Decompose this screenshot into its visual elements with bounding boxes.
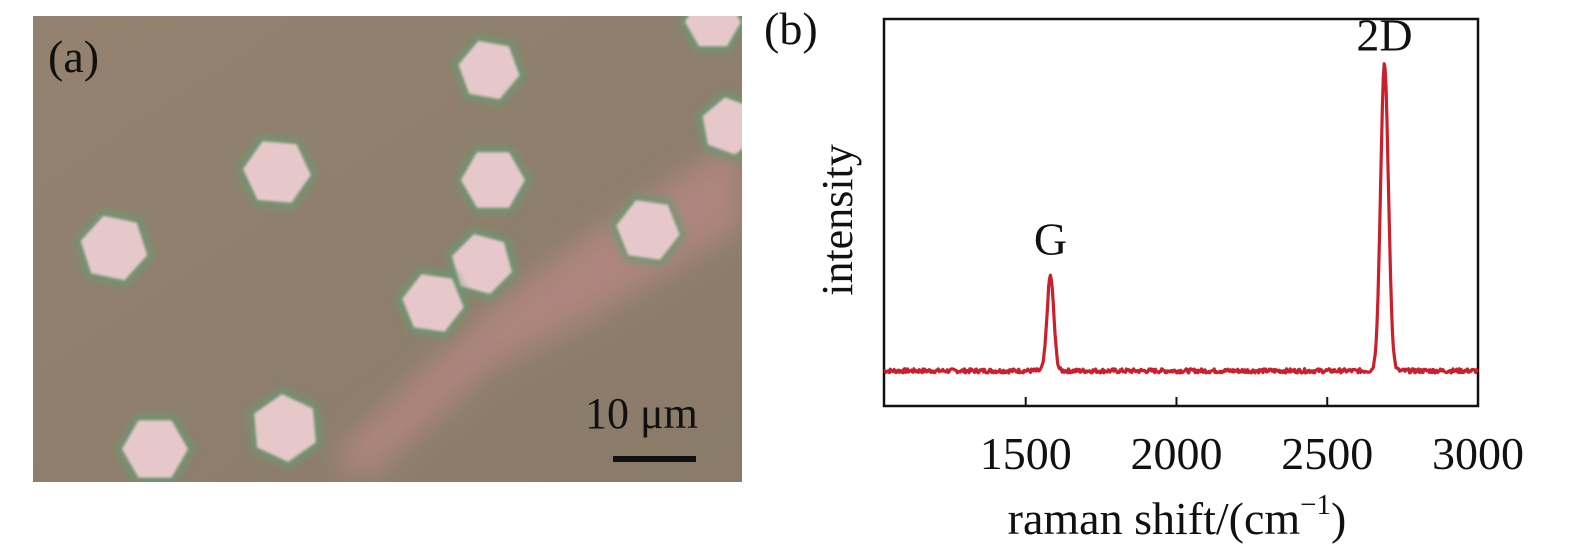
graphene-flake [243,141,311,203]
graphene-flake [616,200,680,260]
x-axis-ticks [1024,397,1479,406]
graphene-flake [452,234,512,294]
panel-b-label: (b) [764,3,818,54]
micrograph-panel: (a) 10 μm [33,16,742,482]
x-axis-label: raman shift/(cm−1) [1008,489,1347,544]
x-tick-label: 2000 [1130,428,1222,479]
micrograph-image [33,16,742,482]
x-axis-label-end: ) [1331,493,1346,544]
graphene-flake [122,420,188,478]
graphene-flake [685,16,741,47]
scale-bar [613,456,696,462]
x-tick-label: 2500 [1281,428,1373,479]
graphene-flake [254,394,316,462]
graphene-flake [461,152,525,208]
graphene-flakes [73,16,742,482]
x-tick-label: 1500 [980,428,1072,479]
x-axis-label-sup: −1 [1300,489,1331,521]
graphene-flake [702,97,742,155]
x-tick-label: 3000 [1432,428,1524,479]
peak-label-2d: 2D [1356,10,1412,61]
graphene-flake [458,40,520,100]
x-axis-tick-labels: 1500 2000 2500 3000 [980,428,1524,479]
scale-bar-label: 10 μm [585,389,698,438]
raman-spectrum-line [883,62,1479,375]
graphene-flake [402,274,464,332]
y-axis-label: intensity [813,144,862,296]
plot-frame [882,17,1480,408]
x-axis-label-main: raman shift/(cm [1008,493,1301,544]
graphene-flake [80,215,148,281]
peak-label-g: G [1034,214,1067,265]
peak-annotations: G 2D [1034,10,1413,265]
panel-a-label: (a) [48,31,100,82]
